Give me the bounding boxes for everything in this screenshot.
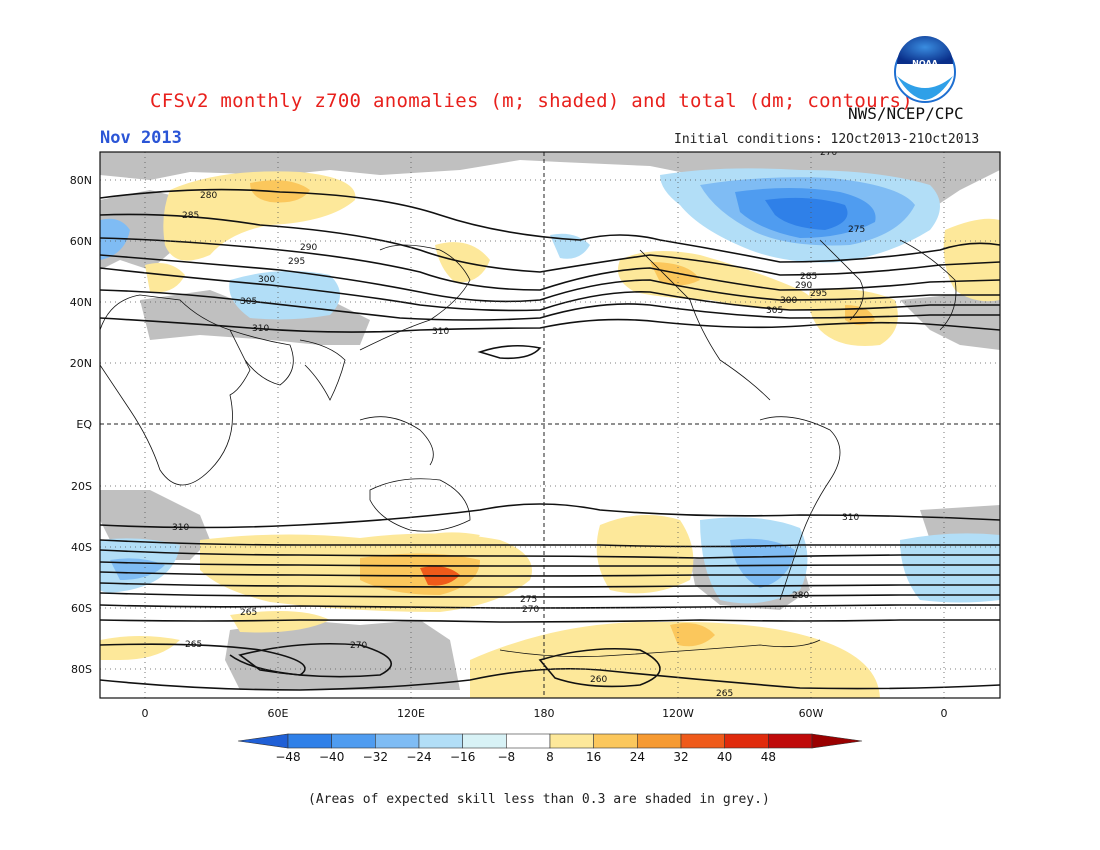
colorbar-box: [375, 733, 420, 749]
map-frame: [99, 151, 1001, 699]
chart-title: CFSv2 monthly z700 anomalies (m; shaded)…: [150, 90, 914, 112]
colorbar-tick-label: −48: [275, 750, 300, 764]
lon-tick-label: 0: [142, 707, 149, 720]
lon-tick-label: 120E: [397, 707, 425, 720]
lat-tick-label: 20N: [70, 357, 92, 370]
lon-tick-label: 120W: [662, 707, 694, 720]
noaa-logo: NOAA: [894, 36, 956, 103]
colorbar-box: [287, 733, 332, 749]
colorbar-box: [331, 733, 376, 749]
colorbar-tick-label: −40: [319, 750, 344, 764]
contour-label: 270: [350, 641, 367, 651]
contour-label: 295: [288, 257, 305, 267]
contour-label: 280: [200, 191, 217, 201]
contour-label: 305: [240, 297, 257, 307]
colorbar-tick-label: −16: [450, 750, 475, 764]
contour-label: 300: [780, 296, 797, 306]
agency-label: NWS/NCEP/CPC: [848, 104, 964, 123]
contour-label: 285: [800, 272, 817, 282]
height-contours: [100, 188, 1000, 691]
map-fields: 270 275 280 285 290 295 300 305 310 310 …: [100, 148, 1000, 699]
contour-label: 275: [848, 225, 865, 235]
lat-tick-label: 40S: [71, 541, 92, 554]
colorbar-box: [418, 733, 463, 749]
contour-label: 310: [172, 523, 189, 533]
colorbar: −48 −40 −32 −24 −16 −8 8 16 24 32 40 48: [237, 733, 863, 764]
lon-tick-label: 180: [534, 707, 555, 720]
graticule: [100, 152, 1000, 698]
colorbar-tick-label: 16: [586, 750, 601, 764]
contour-label: 265: [716, 689, 733, 699]
lon-tick-label: 60E: [268, 707, 289, 720]
colorbar-tick-label: 32: [673, 750, 688, 764]
contour-label: 310: [432, 327, 449, 337]
colorbar-box: [680, 733, 725, 749]
lat-tick-label: 60N: [70, 235, 92, 248]
lat-tick-label: 80N: [70, 174, 92, 187]
contour-label: 270: [522, 605, 539, 615]
colorbar-tick-label: −8: [497, 750, 515, 764]
contour-label: 305: [766, 306, 783, 316]
lat-tick-label: 20S: [71, 480, 92, 493]
colorbar-box: [637, 733, 682, 749]
equator-dateline: [100, 152, 1000, 698]
contour-label: 275: [520, 595, 537, 605]
lat-tick-label: EQ: [76, 418, 92, 431]
contour-label: 290: [795, 281, 812, 291]
colorbar-arrow-high: [811, 733, 863, 749]
lat-tick-label: 80S: [71, 663, 92, 676]
contour-label: 300: [258, 275, 275, 285]
contour-label: 265: [240, 608, 257, 618]
colorbar-tick-label: 8: [546, 750, 554, 764]
contour-label: 295: [810, 289, 827, 299]
contour-label: 310: [842, 513, 859, 523]
colorbar-tick-label: −32: [363, 750, 388, 764]
colorbar-tick-label: −24: [406, 750, 431, 764]
contour-label: 280: [792, 591, 809, 601]
lon-axis: 0 60E 120E 180 120W 60W 0: [142, 707, 948, 720]
lat-tick-label: 40N: [70, 296, 92, 309]
colorbar-tick-label: 48: [761, 750, 776, 764]
colorbar-box: [462, 733, 507, 749]
colorbar-box: [506, 733, 551, 749]
colorbar-box: [724, 733, 769, 749]
contour-label: 310: [252, 324, 269, 334]
colorbar-arrow-low: [237, 733, 289, 749]
colorbar-tick-label: 24: [630, 750, 645, 764]
contour-labels: 270 275 280 285 290 295 300 305 310 310 …: [172, 148, 865, 699]
contour-label: 260: [590, 675, 607, 685]
lon-tick-label: 60W: [799, 707, 824, 720]
initial-conditions: Initial conditions: 12Oct2013-21Oct2013: [674, 132, 980, 147]
colorbar-tick-label: 40: [717, 750, 732, 764]
noaa-logo-text: NOAA: [912, 59, 938, 68]
contour-label: 270: [820, 148, 837, 158]
colorbar-box: [593, 733, 638, 749]
contour-label: 290: [300, 243, 317, 253]
forecast-month: Nov 2013: [100, 128, 182, 148]
lat-tick-label: 60S: [71, 602, 92, 615]
colorbar-box: [549, 733, 594, 749]
contour-label: 285: [182, 211, 199, 221]
negative-anomalies: [100, 168, 1000, 604]
lon-tick-label: 0: [941, 707, 948, 720]
coastlines: [100, 239, 957, 658]
contour-label: 265: [185, 640, 202, 650]
skill-footnote: (Areas of expected skill less than 0.3 a…: [308, 792, 770, 807]
colorbar-box: [768, 733, 813, 749]
lat-axis: 80N 60N 40N 20N EQ 20S 40S 60S 80S: [70, 174, 93, 676]
